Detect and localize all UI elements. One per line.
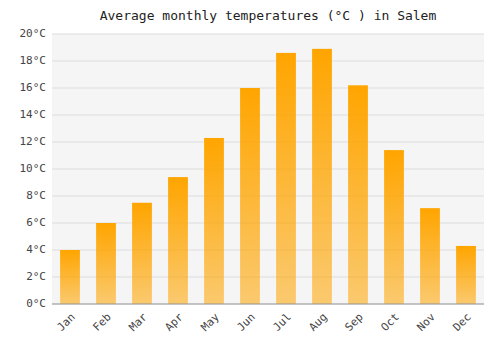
y-tick-label: 18°C xyxy=(20,54,47,67)
y-tick-label: 14°C xyxy=(20,108,47,121)
grid-line xyxy=(52,88,484,89)
grid-line xyxy=(52,169,484,170)
bar xyxy=(456,246,476,304)
x-tick-labels: Jan Feb Mar Apr May Jun Jul Aug Sep Oct Nov Dec xyxy=(55,310,474,334)
bars xyxy=(60,49,476,304)
x-tick-label: May xyxy=(199,310,223,334)
title: Average monthly temperatures (°C ) in Sa… xyxy=(100,8,437,23)
y-tick-label: 2°C xyxy=(26,270,46,283)
grid-line xyxy=(52,142,484,143)
x-tick-label: Apr xyxy=(163,310,187,334)
grid-line xyxy=(52,196,484,197)
y-tick-label: 8°C xyxy=(26,189,46,202)
grid-line xyxy=(52,250,484,251)
chart-container: 0°C 2°C 4°C 6°C 8°C 10°C 12°C 14°C 16°C 18°C 20°C J… xyxy=(0,0,500,350)
x-tick-label: Dec xyxy=(451,311,474,334)
bar xyxy=(348,85,368,304)
x-tick-label: Sep xyxy=(343,311,366,334)
bar xyxy=(420,208,440,304)
grid-line xyxy=(52,61,484,62)
y-tick-label: 12°C xyxy=(20,135,47,148)
x-tick-label: Aug xyxy=(307,311,330,334)
x-tick-label: Jan xyxy=(55,311,78,334)
bar xyxy=(60,250,80,304)
grid-line xyxy=(52,304,484,305)
x-axis-line xyxy=(52,304,484,305)
grid-line xyxy=(52,223,484,224)
chart: 0°C 2°C 4°C 6°C 8°C 10°C 12°C 14°C 16°C 18°C 20°C J… xyxy=(0,0,500,350)
x-tick-label: Jun xyxy=(235,311,258,334)
bar xyxy=(312,49,332,304)
plot-background xyxy=(52,34,484,304)
grid-line xyxy=(52,34,484,35)
y-tick-label: 10°C xyxy=(20,162,47,175)
y-tick-labels: 0°C 2°C 4°C 6°C 8°C 10°C 12°C 14°C 16°C 18°C 20°C xyxy=(20,27,47,310)
x-tick-label: Mar xyxy=(127,310,151,334)
x-tick-label: Oct xyxy=(379,311,402,334)
grid-line xyxy=(52,115,484,116)
y-tick-label: 0°C xyxy=(26,297,46,310)
bar xyxy=(276,53,296,304)
x-tick-label: Feb xyxy=(91,311,114,334)
bar xyxy=(168,177,188,304)
bar xyxy=(384,150,404,304)
y-grid xyxy=(52,34,484,304)
y-tick-label: 6°C xyxy=(26,216,46,229)
bar xyxy=(132,203,152,304)
x-tick-label: Jul xyxy=(271,311,294,334)
bar xyxy=(204,138,224,304)
bar xyxy=(240,88,260,304)
y-tick-label: 4°C xyxy=(26,243,46,256)
y-tick-label: 16°C xyxy=(20,81,47,94)
y-tick-label: 20°C xyxy=(20,27,47,40)
x-tick-label: Nov xyxy=(415,310,439,334)
bar xyxy=(96,223,116,304)
grid-line xyxy=(52,277,484,278)
